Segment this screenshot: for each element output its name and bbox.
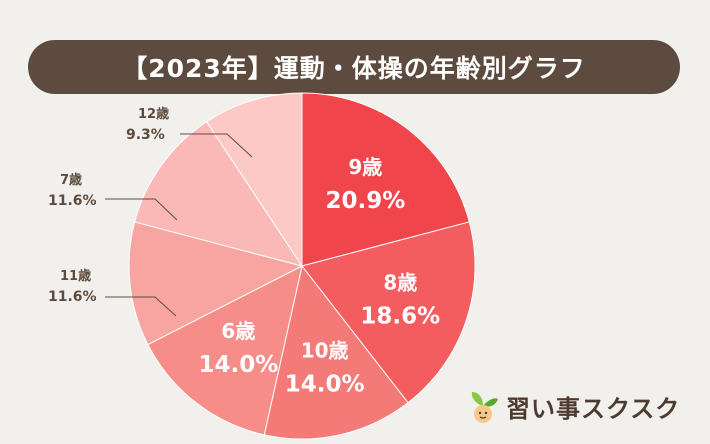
pie-slice xyxy=(301,92,470,267)
slice-value-label: 20.9% xyxy=(325,188,405,214)
pie-slice xyxy=(128,221,304,346)
chart-title: 【2023年】運動・体操の年齢別グラフ xyxy=(122,54,586,83)
sprout-icon xyxy=(471,392,498,423)
leader-line xyxy=(105,198,178,221)
logo-text: 習い事スクスク xyxy=(506,394,681,423)
slice-name-label: 11歳 xyxy=(60,268,91,284)
pie-slice xyxy=(263,264,409,440)
pie-slice xyxy=(301,221,476,404)
slice-value-label: 18.6% xyxy=(360,303,440,329)
title-bar: 【2023年】運動・体操の年齢別グラフ xyxy=(28,40,680,94)
slice-value-label: 11.6% xyxy=(48,289,97,305)
slice-name-label: 6歳 xyxy=(221,319,255,343)
slice-name-label: 8歳 xyxy=(383,270,417,294)
leader-line xyxy=(180,133,253,158)
pie-slice xyxy=(147,265,303,436)
slice-value-label: 9.3% xyxy=(126,127,165,143)
slice-name-label: 9歳 xyxy=(348,155,382,179)
slice-value-label: 14.0% xyxy=(198,352,278,378)
slice-value-label: 11.6% xyxy=(48,193,97,209)
slice-name-label: 7歳 xyxy=(60,172,82,188)
pie-slice xyxy=(205,92,303,268)
brand-logo: 習い事スクスク xyxy=(466,386,696,426)
slice-name-label: 10歳 xyxy=(301,338,349,362)
pie-slice xyxy=(134,121,304,267)
slice-value-label: 14.0% xyxy=(285,371,365,397)
leader-line xyxy=(105,296,177,317)
slice-name-label: 12歳 xyxy=(138,106,169,122)
